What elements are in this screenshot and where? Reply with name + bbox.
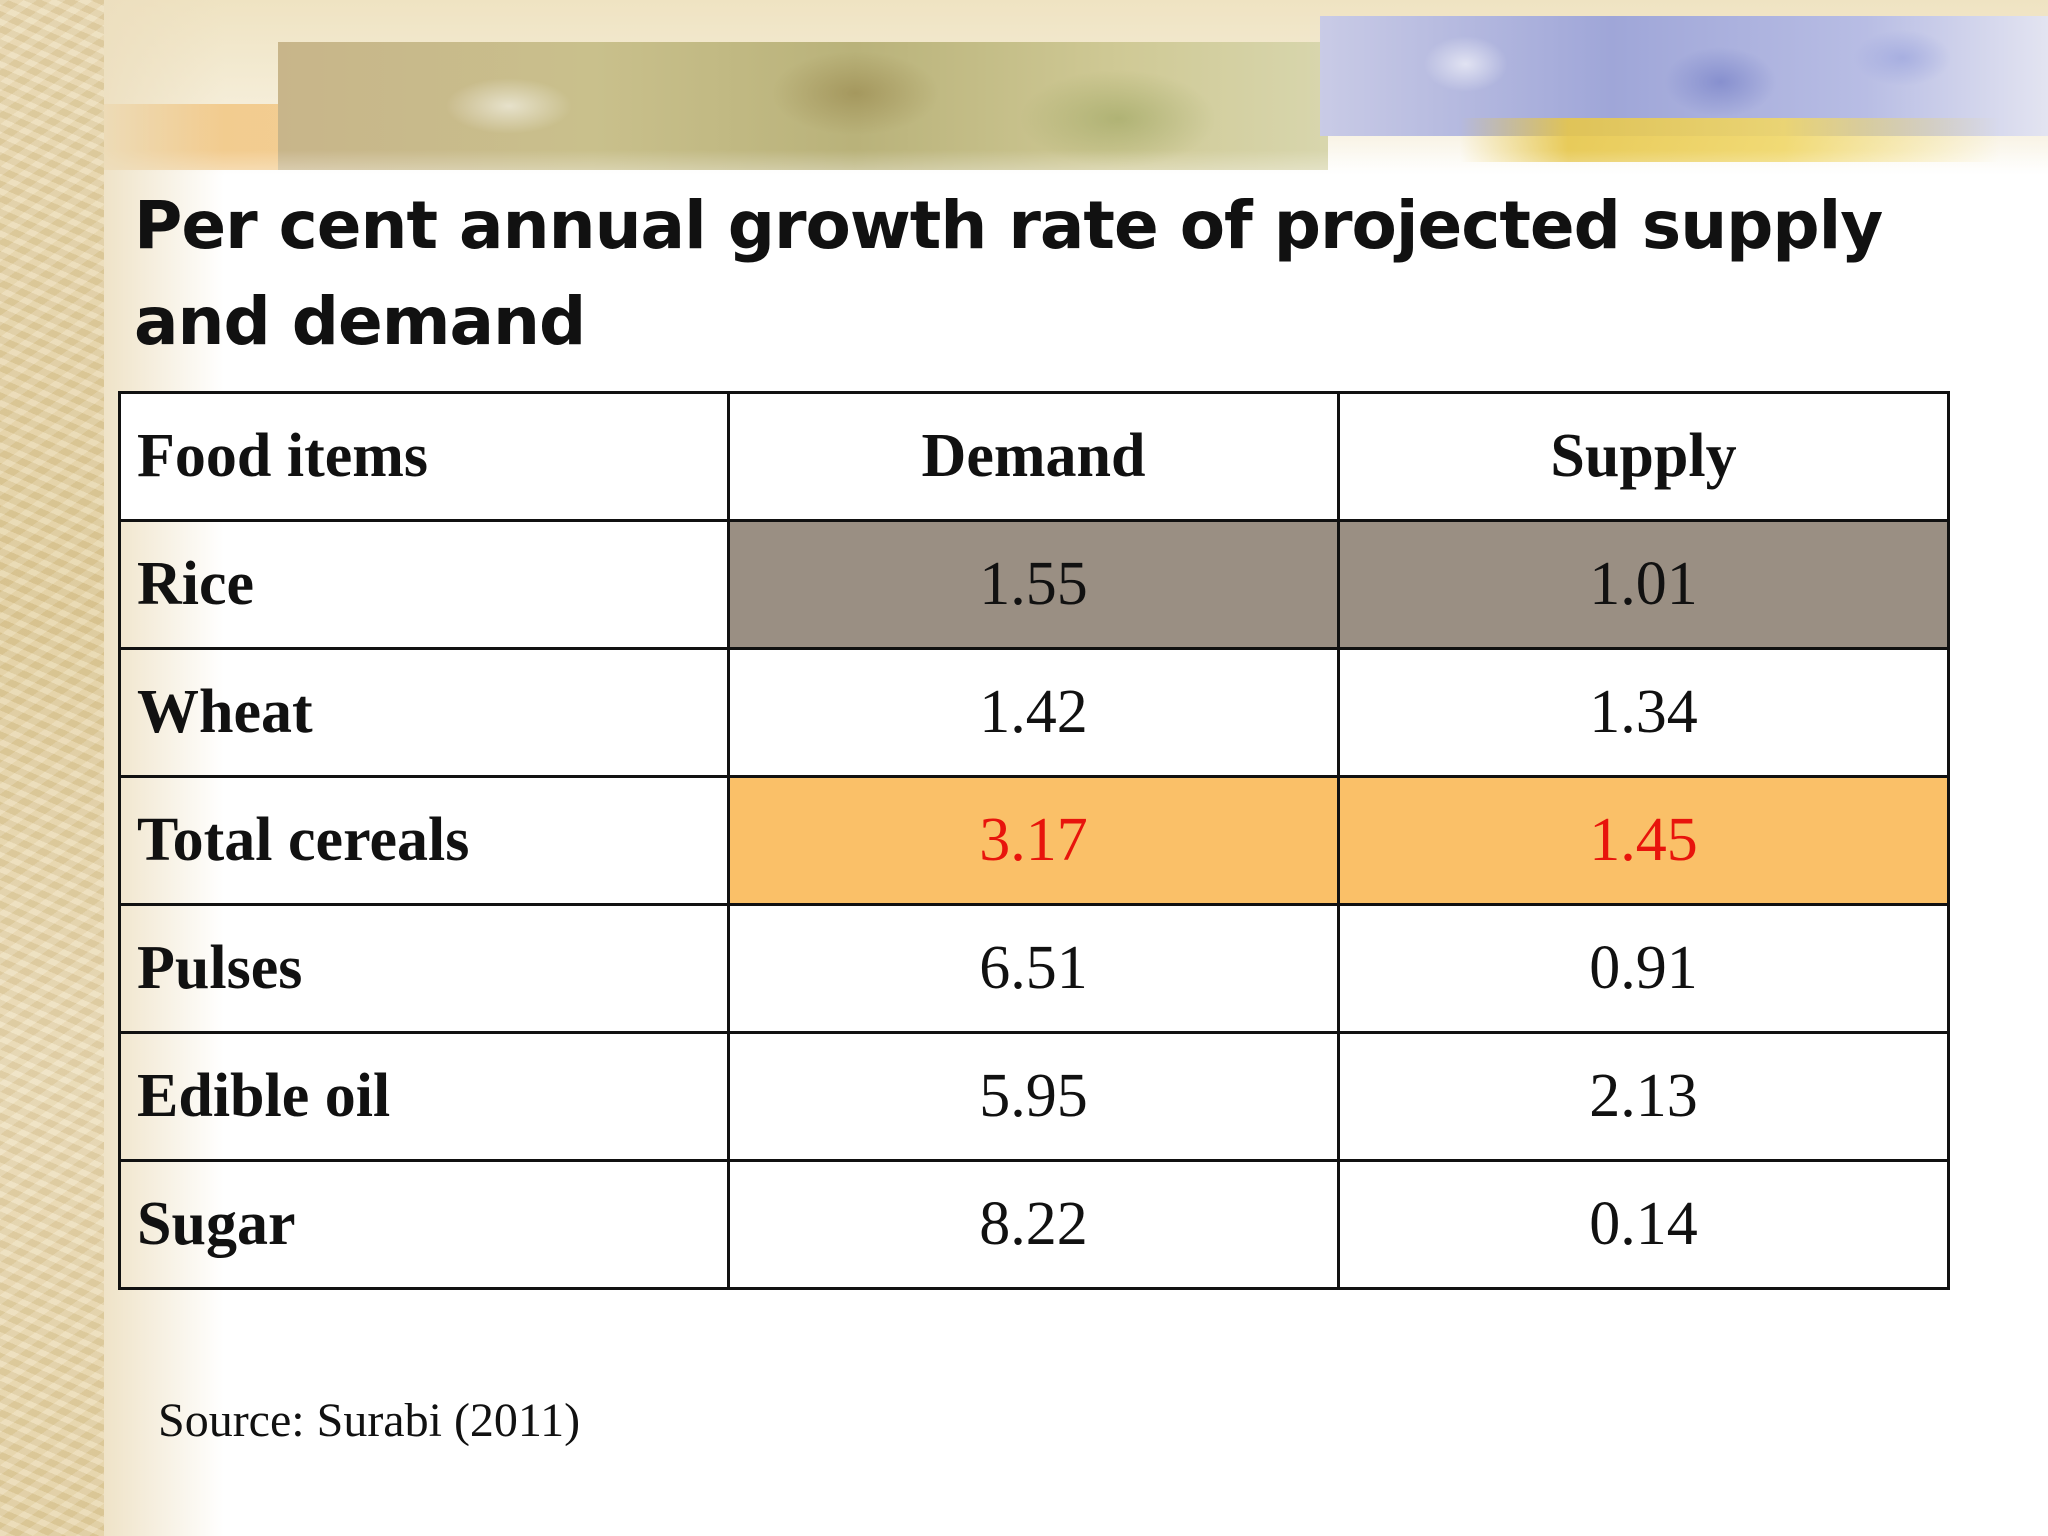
supply-value: 1.45 [1337, 775, 1950, 906]
demand-value: 8.22 [727, 1159, 1340, 1290]
slide-title: Per cent annual growth rate of projected… [134, 187, 1883, 360]
row-label: Total cereals [118, 775, 730, 906]
banner-fade [0, 150, 2048, 210]
row-label: Edible oil [118, 1031, 730, 1162]
table-row-total-cereals: Total cereals 3.17 1.45 [118, 775, 1950, 906]
demand-value: 6.51 [727, 903, 1340, 1034]
row-label: Pulses [118, 903, 730, 1034]
header-supply: Supply [1337, 391, 1950, 522]
decorative-banner-foliage [278, 42, 1328, 170]
row-label: Sugar [118, 1159, 730, 1290]
decorative-banner-blue-flowers [1320, 16, 2048, 136]
supply-value: 1.01 [1337, 519, 1950, 650]
demand-value: 5.95 [727, 1031, 1340, 1162]
demand-value: 3.17 [727, 775, 1340, 906]
header-food-items: Food items [118, 391, 730, 522]
decorative-left-strip [0, 0, 104, 1536]
table-row-wheat: Wheat 1.42 1.34 [118, 647, 1950, 778]
supply-value: 0.14 [1337, 1159, 1950, 1290]
table-row-edible-oil: Edible oil 5.95 2.13 [118, 1031, 1950, 1162]
source-citation: Source: Surabi (2011) [158, 1394, 581, 1447]
table-row-pulses: Pulses 6.51 0.91 [118, 903, 1950, 1034]
row-label: Rice [118, 519, 730, 650]
growth-rate-table: Food items Demand Supply Rice 1.55 1.01 … [118, 391, 1950, 1290]
table-row-rice: Rice 1.55 1.01 [118, 519, 1950, 650]
row-label: Wheat [118, 647, 730, 778]
header-demand: Demand [727, 391, 1340, 522]
demand-value: 1.55 [727, 519, 1340, 650]
supply-value: 2.13 [1337, 1031, 1950, 1162]
demand-value: 1.42 [727, 647, 1340, 778]
table-header-row: Food items Demand Supply [118, 391, 1950, 522]
table-row-sugar: Sugar 8.22 0.14 [118, 1159, 1950, 1290]
supply-value: 0.91 [1337, 903, 1950, 1034]
supply-value: 1.34 [1337, 647, 1950, 778]
